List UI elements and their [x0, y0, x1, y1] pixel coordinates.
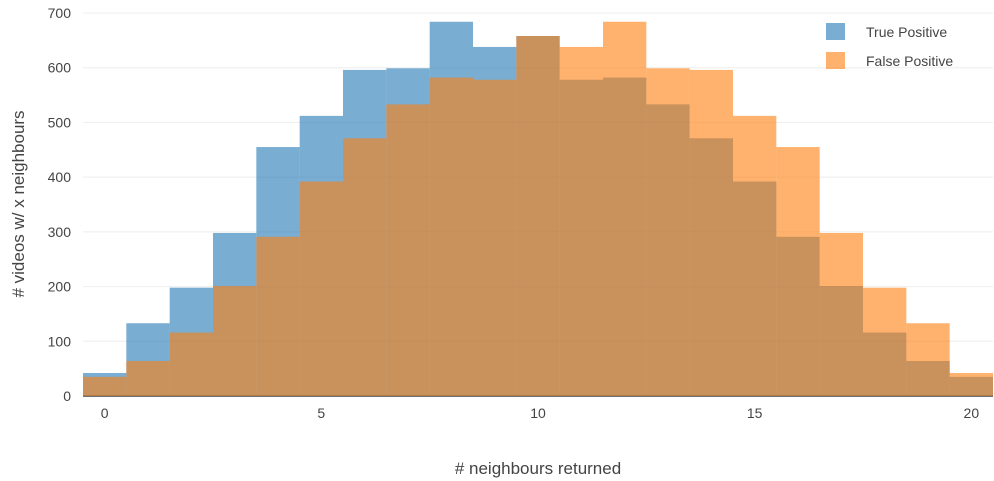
bar — [473, 79, 517, 396]
legend-label: True Positive — [866, 24, 947, 40]
y-tick-label: 0 — [63, 388, 71, 404]
y-tick-label: 100 — [48, 333, 72, 349]
bar — [863, 287, 907, 396]
bar — [126, 360, 170, 396]
bar — [559, 46, 603, 397]
legend-swatch — [826, 52, 845, 69]
bar — [299, 181, 343, 396]
bar — [169, 332, 213, 396]
legend-item[interactable]: False Positive — [826, 52, 953, 69]
bars — [83, 21, 993, 397]
legend-item[interactable]: True Positive — [826, 23, 947, 40]
x-tick-label: 15 — [747, 405, 763, 421]
bar — [83, 376, 127, 396]
legend-label: False Positive — [866, 53, 953, 69]
y-axis-title: # videos w/ x neighbours — [9, 110, 28, 297]
x-tick-label: 0 — [101, 405, 109, 421]
x-tick-label: 5 — [317, 405, 325, 421]
x-tick-label: 20 — [964, 405, 980, 421]
bar — [516, 35, 560, 396]
bar — [343, 138, 387, 396]
y-tick-label: 200 — [48, 279, 72, 295]
bar — [603, 21, 647, 397]
series-false-positive — [83, 21, 993, 397]
y-tick-label: 300 — [48, 224, 72, 240]
bar — [256, 236, 300, 396]
y-tick-label: 600 — [48, 60, 72, 76]
y-tick-label: 700 — [48, 5, 72, 21]
y-tick-label: 500 — [48, 114, 72, 130]
bar — [949, 373, 993, 396]
x-axis-ticks: 0 5 10 15 20 — [101, 405, 980, 421]
bar — [646, 68, 690, 397]
y-tick-label: 400 — [48, 169, 72, 185]
bar — [386, 104, 430, 396]
bar — [213, 286, 257, 396]
bar — [733, 115, 777, 396]
x-axis-title: # neighbours returned — [455, 459, 621, 478]
bar — [819, 232, 863, 396]
legend-swatch — [826, 23, 845, 40]
bar — [906, 323, 950, 396]
legend[interactable]: True Positive False Positive — [826, 23, 953, 69]
bar — [689, 69, 733, 396]
bar — [429, 77, 473, 396]
bar — [776, 147, 820, 396]
x-tick-label: 10 — [530, 405, 546, 421]
y-axis-ticks: 0 100 200 300 400 500 600 700 — [48, 5, 72, 404]
